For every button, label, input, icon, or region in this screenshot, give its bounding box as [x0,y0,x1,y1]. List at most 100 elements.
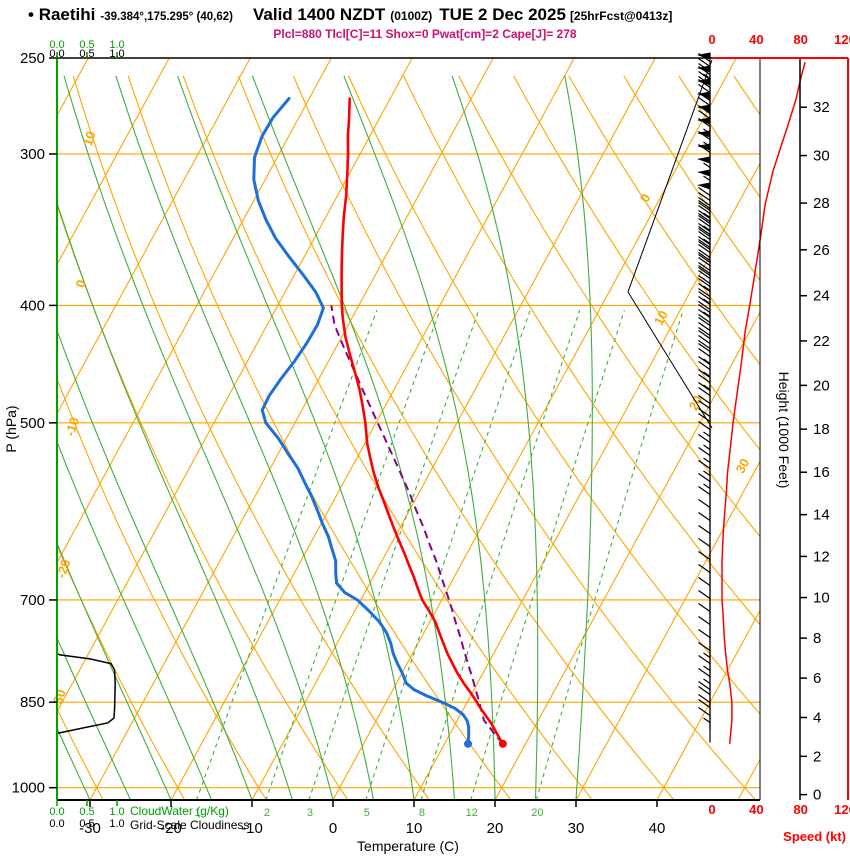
svg-text:8: 8 [813,630,821,647]
svg-text:-20: -20 [160,820,182,837]
svg-text:10: 10 [406,820,423,837]
temperature-curve [340,97,505,746]
moist-adiabat-lines [57,75,593,800]
wind-speed-curve [721,62,806,744]
svg-text:0.0: 0.0 [49,818,64,830]
svg-text:8: 8 [419,807,425,819]
svg-text:120: 120 [834,32,850,47]
svg-text:0: 0 [708,32,715,47]
svg-text:1000: 1000 [12,780,45,797]
indices-row: Plcl=880 Tlcl[C]=11 Shox=0 Pwat[cm]=2 Ca… [273,27,577,41]
svg-text:0: 0 [708,802,715,817]
svg-text:-30: -30 [79,820,101,837]
svg-text:500: 500 [20,415,45,432]
dewpoint-curve [252,97,471,746]
data-boundary-line [627,59,713,429]
station-coords: -39.384°,175.295° (40,62) [100,11,233,23]
svg-text:12: 12 [466,807,478,819]
svg-text:30: 30 [732,456,752,476]
svg-text:P (hPa): P (hPa) [3,405,19,452]
svg-text:0: 0 [73,278,90,290]
svg-text:20: 20 [487,820,504,837]
isobar-lines [57,153,760,789]
svg-text:10: 10 [651,308,671,328]
svg-text:28: 28 [813,195,830,212]
svg-text:CloudWater (g/Kg): CloudWater (g/Kg) [130,804,229,818]
cloud-water-curve [57,652,116,800]
svg-text:250: 250 [20,50,45,67]
title-row: • Raetihi -39.384°,175.295° (40,62) Vali… [28,5,848,25]
svg-text:0.5: 0.5 [79,39,94,51]
svg-text:-30: -30 [49,687,69,710]
svg-text:Temperature (C): Temperature (C) [357,838,459,854]
svg-text:0.5: 0.5 [79,48,94,60]
svg-text:80: 80 [793,802,807,817]
profile-curves [252,97,505,746]
svg-text:40: 40 [649,820,666,837]
svg-text:0: 0 [329,820,337,837]
svg-text:3: 3 [307,807,313,819]
axes [56,57,849,801]
svg-text:20: 20 [813,377,830,394]
svg-text:30: 30 [568,820,585,837]
svg-text:0.0: 0.0 [49,806,64,818]
svg-text:0.5: 0.5 [79,806,94,818]
svg-text:0: 0 [637,191,654,204]
svg-text:300: 300 [20,146,45,163]
svg-text:Speed (kt): Speed (kt) [783,829,846,844]
valid-zulu: (0100Z) [390,9,433,23]
svg-text:Height (1000 Feet): Height (1000 Feet) [776,372,792,489]
svg-text:0.5: 0.5 [79,818,94,830]
station-bullet: • [28,5,34,24]
valid-date: TUE 2 Dec 2025 [439,5,566,24]
svg-text:18: 18 [813,421,830,438]
svg-text:-20: -20 [53,557,73,580]
parcel-curve [330,305,504,745]
forecast-ref: [25hrFcst@0413z] [569,9,673,23]
svg-text:1: 1 [194,807,200,819]
svg-text:2: 2 [813,748,821,765]
svg-text:26: 26 [813,242,830,259]
svg-text:4: 4 [813,709,821,726]
svg-text:16: 16 [813,464,830,481]
svg-text:1.0: 1.0 [109,39,124,51]
svg-text:20: 20 [531,807,543,819]
svg-text:22: 22 [813,333,830,350]
svg-text:20: 20 [686,393,706,413]
surface-dewpoint-dot [464,739,473,748]
svg-text:0.0: 0.0 [49,48,64,60]
svg-text:12: 12 [813,548,830,565]
svg-text:1.0: 1.0 [109,806,124,818]
surface-temperature-dot [498,739,507,748]
svg-text:40: 40 [749,32,763,47]
svg-text:120: 120 [834,802,850,817]
svg-text:400: 400 [20,297,45,314]
svg-text:0: 0 [813,787,821,804]
station-title: • Raetihi [28,5,95,25]
surface-dots [464,739,507,748]
station-name: Raetihi [38,5,96,24]
svg-text:1.0: 1.0 [109,48,124,60]
svg-text:10: 10 [80,129,99,147]
valid-time: Valid 1400 NZDT [252,5,386,24]
svg-text:0.0: 0.0 [49,39,64,51]
svg-text:40: 40 [749,802,763,817]
svg-text:700: 700 [20,592,45,609]
svg-text:Grid-Scale Cloudiness: Grid-Scale Cloudiness [130,818,249,832]
isotherm-lines [57,58,760,800]
svg-text:80: 80 [793,32,807,47]
svg-text:14: 14 [813,507,830,524]
svg-text:32: 32 [813,99,830,116]
svg-text:6: 6 [813,670,821,687]
svg-text:850: 850 [20,694,45,711]
svg-text:24: 24 [813,288,830,305]
wind-barbs [697,52,711,743]
mixing-ratio-lines [195,310,684,800]
svg-text:-10: -10 [62,415,82,438]
svg-text:-10: -10 [241,820,263,837]
svg-text:30: 30 [813,148,830,165]
